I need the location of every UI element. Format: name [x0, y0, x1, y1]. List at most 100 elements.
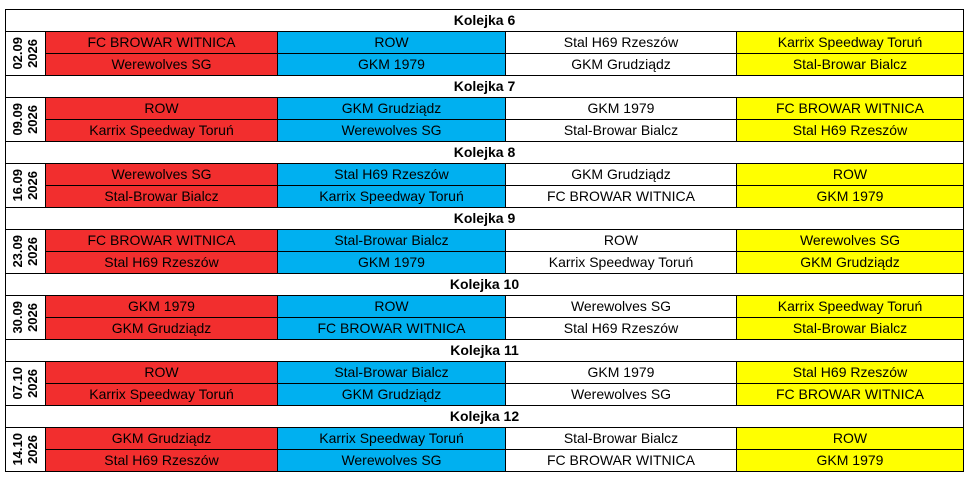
team-cell: Werewolves SG [277, 449, 506, 472]
round-header-row: Kolejka 11 [5, 339, 964, 362]
team-cell: ROW [277, 295, 506, 318]
team-cell: FC BROWAR WITNICA [505, 185, 737, 208]
team-cell: Karrix Speedway Toruń [736, 31, 964, 54]
round-date: 23.09 2026 [5, 229, 46, 274]
team-cell: Stal-Browar Bialcz [277, 361, 506, 384]
team-cell: Werewolves SG [736, 229, 964, 252]
team-cell: Stal H69 Rzeszów [45, 251, 278, 274]
round-date-year: 2026 [25, 237, 40, 266]
team-cell: GKM 1979 [505, 97, 737, 120]
team-cell: Karrix Speedway Toruń [277, 427, 506, 450]
round-date-year: 2026 [25, 171, 40, 200]
round-date-year: 2026 [25, 39, 40, 68]
round-header-row: Kolejka 10 [5, 273, 964, 296]
match-row: Karrix Speedway Toruń GKM Grudziądz Werewo… [6, 383, 964, 406]
team-cell: Stal H69 Rzeszów [505, 31, 737, 54]
round-header-row: Kolejka 6 [5, 9, 964, 32]
team-cell: FC BROWAR WITNICA [45, 31, 278, 54]
round-date-wrap: 02.09 2026 [7, 33, 45, 75]
team-cell: GKM 1979 [277, 53, 506, 76]
round-date-day: 14.10 [10, 433, 25, 466]
match-row: Werewolves SG GKM 1979 GKM Grudziądz Stal-B… [6, 53, 964, 76]
round-date-wrap: 23.09 2026 [7, 231, 45, 273]
round-date: 16.09 2026 [5, 163, 46, 208]
match-row: 23.09 2026 FC BROWAR WITNICA Stal-Browar Bi… [5, 229, 964, 274]
team-cell: ROW [45, 97, 278, 120]
team-cell: GKM Grudziądz [45, 317, 278, 340]
match-row: Stal H69 Rzeszów GKM 1979 Karrix Speedway … [6, 251, 964, 274]
team-cell: ROW [736, 163, 964, 186]
team-cell: Stal-Browar Bialcz [736, 53, 964, 76]
team-cell: Stal H69 Rzeszów [736, 119, 964, 142]
round-header-row: Kolejka 8 [5, 141, 964, 164]
team-cell: Karrix Speedway Toruń [277, 185, 506, 208]
schedule-body: Kolejka 6 02.09 2026 FC BROWAR WITNICA ROW St… [5, 9, 964, 472]
match-row: GKM Grudziądz FC BROWAR WITNICA Stal H69 R… [6, 317, 964, 340]
round-title: Kolejka 10 [5, 273, 964, 296]
team-cell: Stal-Browar Bialcz [736, 317, 964, 340]
round-title: Kolejka 11 [5, 339, 964, 362]
round-date: 02.09 2026 [5, 31, 46, 76]
round-date: 14.10 2026 [5, 427, 46, 472]
team-cell: FC BROWAR WITNICA [277, 317, 506, 340]
round-date-wrap: 30.09 2026 [7, 297, 45, 339]
team-cell: Werewolves SG [45, 53, 278, 76]
round-date: 07.10 2026 [5, 361, 46, 406]
team-cell: Werewolves SG [277, 119, 506, 142]
match-row: Stal-Browar Bialcz Karrix Speedway Toruń F… [6, 185, 964, 208]
team-cell: ROW [45, 361, 278, 384]
team-cell: FC BROWAR WITNICA [736, 383, 964, 406]
match-row: 09.09 2026 ROW GKM Grudziądz GKM 1979 FC BROW… [5, 97, 964, 142]
team-cell: GKM Grudziądz [505, 163, 737, 186]
team-cell: Werewolves SG [505, 383, 737, 406]
team-cell: GKM Grudziądz [277, 97, 506, 120]
team-cell: Werewolves SG [505, 295, 737, 318]
round-date-day: 02.09 [10, 37, 25, 70]
team-cell: Karrix Speedway Toruń [45, 383, 278, 406]
round-title: Kolejka 9 [5, 207, 964, 230]
team-cell: GKM 1979 [277, 251, 506, 274]
team-cell: GKM Grudziądz [505, 53, 737, 76]
team-cell: Stal H69 Rzeszów [277, 163, 506, 186]
round-title: Kolejka 7 [5, 75, 964, 98]
team-cell: GKM 1979 [45, 295, 278, 318]
team-cell: Werewolves SG [45, 163, 278, 186]
match-row: 02.09 2026 FC BROWAR WITNICA ROW Stal H69 Rz… [5, 31, 964, 76]
round-date-wrap: 14.10 2026 [7, 429, 45, 471]
round-header-row: Kolejka 7 [5, 75, 964, 98]
match-row: Karrix Speedway Toruń Werewolves SG Stal-B… [6, 119, 964, 142]
schedule-table: Kolejka 6 02.09 2026 FC BROWAR WITNICA ROW St… [5, 9, 964, 472]
team-cell: Stal-Browar Bialcz [505, 119, 737, 142]
team-cell: ROW [277, 31, 506, 54]
match-row: 14.10 2026 GKM Grudziądz Karrix Speedway To… [5, 427, 964, 472]
match-row: 07.10 2026 ROW Stal-Browar Bialcz GKM 1979 St… [5, 361, 964, 406]
team-cell: Stal H69 Rzeszów [45, 449, 278, 472]
round-date-year: 2026 [25, 435, 40, 464]
round-date-year: 2026 [25, 105, 40, 134]
round-date-wrap: 09.09 2026 [7, 99, 45, 141]
team-cell: Stal H69 Rzeszów [736, 361, 964, 384]
team-cell: Karrix Speedway Toruń [45, 119, 278, 142]
team-cell: GKM Grudziądz [736, 251, 964, 274]
team-cell: GKM Grudziądz [277, 383, 506, 406]
round-date-day: 16.09 [10, 169, 25, 202]
team-cell: ROW [505, 229, 737, 252]
team-cell: FC BROWAR WITNICA [45, 229, 278, 252]
team-cell: Karrix Speedway Toruń [505, 251, 737, 274]
round-title: Kolejka 12 [5, 405, 964, 428]
team-cell: Stal-Browar Bialcz [277, 229, 506, 252]
round-date-day: 09.09 [10, 103, 25, 136]
round-date-day: 23.09 [10, 235, 25, 268]
team-cell: Stal-Browar Bialcz [505, 427, 737, 450]
round-date-year: 2026 [25, 303, 40, 332]
team-cell: Stal-Browar Bialcz [45, 185, 278, 208]
team-cell: ROW [736, 427, 964, 450]
round-date-day: 30.09 [10, 301, 25, 334]
round-title: Kolejka 6 [5, 9, 964, 32]
round-date: 09.09 2026 [5, 97, 46, 142]
round-header-row: Kolejka 9 [5, 207, 964, 230]
team-cell: Karrix Speedway Toruń [736, 295, 964, 318]
team-cell: Stal H69 Rzeszów [505, 317, 737, 340]
team-cell: FC BROWAR WITNICA [505, 449, 737, 472]
team-cell: GKM Grudziądz [45, 427, 278, 450]
